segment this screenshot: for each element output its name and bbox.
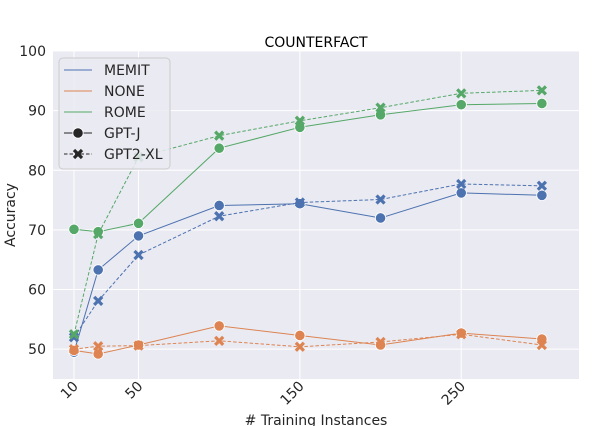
series-line bbox=[73, 183, 542, 338]
gpt2-xl-point bbox=[294, 197, 305, 208]
none-gpt2-xl-series bbox=[68, 329, 548, 355]
legend-label: GPT-J bbox=[104, 126, 141, 142]
gpt-j-point bbox=[213, 320, 225, 332]
x-marker-stroke bbox=[536, 180, 548, 191]
gpt2-xl-point bbox=[375, 194, 386, 205]
x-marker-stroke bbox=[133, 340, 144, 351]
x-marker-stroke bbox=[214, 335, 225, 346]
gpt2-xl-point bbox=[375, 336, 386, 348]
gpt-j-point bbox=[294, 329, 306, 342]
series-layer bbox=[68, 85, 548, 360]
y-tick-label: 70 bbox=[28, 223, 46, 239]
gpt2-xl-point bbox=[456, 329, 467, 340]
gpt-j-point bbox=[132, 217, 145, 229]
gpt2-xl-point bbox=[68, 329, 80, 340]
x-axis-ticks: 10 50 150 250 bbox=[58, 379, 469, 409]
gpt2-xl-point bbox=[133, 340, 144, 351]
legend-box bbox=[58, 57, 171, 170]
x-marker-stroke bbox=[294, 197, 305, 208]
gpt2-xl-point bbox=[93, 228, 104, 240]
legend-label: GPT2-XL bbox=[104, 147, 163, 163]
gpt2-xl-point bbox=[214, 211, 225, 222]
gpt-j-point bbox=[213, 199, 225, 212]
x-marker-stroke bbox=[214, 211, 225, 222]
gpt2-xl-point bbox=[375, 102, 386, 113]
x-tick-label: 10 bbox=[58, 379, 82, 403]
x-marker-stroke bbox=[456, 178, 467, 190]
gpt-j-point bbox=[92, 264, 104, 276]
x-marker-stroke bbox=[536, 339, 548, 351]
gpt-j-point bbox=[92, 348, 104, 360]
gpt2-xl-point bbox=[133, 249, 144, 261]
gpt-j-point bbox=[213, 142, 225, 154]
x-marker-stroke bbox=[294, 341, 305, 352]
memit-gpt2-xl-series bbox=[68, 178, 548, 343]
rome-gpt2-xl-series bbox=[68, 85, 548, 340]
gpt2-xl-point bbox=[68, 332, 80, 343]
gpt2-xl-point bbox=[456, 88, 467, 99]
gpt-j-point bbox=[455, 99, 467, 111]
legend-label: MEMIT bbox=[104, 63, 150, 79]
chart-title: COUNTERFACT bbox=[264, 35, 368, 51]
series-line bbox=[73, 333, 542, 350]
x-axis-label: # Training Instances bbox=[245, 413, 388, 426]
gpt2-xl-point bbox=[214, 335, 225, 346]
gpt-j-point bbox=[92, 226, 104, 238]
series-line bbox=[73, 103, 542, 233]
gpt2-xl-point bbox=[456, 178, 467, 190]
x-marker-stroke bbox=[375, 194, 386, 205]
gpt-j-point bbox=[455, 187, 467, 199]
y-tick-label: 50 bbox=[28, 342, 46, 358]
x-tick-label: 50 bbox=[122, 379, 146, 403]
gpt2-xl-point bbox=[536, 339, 548, 351]
gpt2-xl-point bbox=[68, 344, 80, 355]
legend-marker bbox=[72, 148, 84, 160]
gpt-j-point bbox=[536, 97, 548, 110]
x-marker-stroke bbox=[456, 88, 467, 99]
y-axis-label: Accuracy bbox=[3, 183, 19, 247]
legend-marker bbox=[72, 127, 84, 139]
legend-label: ROME bbox=[104, 105, 146, 121]
legend: MEMIT NONE ROME GPT-J GPT2-XL bbox=[58, 57, 171, 170]
x-marker-stroke bbox=[456, 329, 467, 340]
x-tick-label: 150 bbox=[277, 379, 307, 409]
x-marker-stroke bbox=[133, 249, 144, 261]
series-line bbox=[73, 192, 542, 353]
x-marker-stroke bbox=[214, 130, 225, 141]
gpt2-xl-point bbox=[93, 295, 104, 307]
x-marker-stroke bbox=[68, 332, 80, 343]
memit-gpt-j-series bbox=[68, 187, 548, 358]
gpt2-xl-point bbox=[536, 180, 548, 191]
gpt2-xl-point bbox=[294, 341, 305, 352]
y-tick-label: 60 bbox=[28, 283, 46, 299]
x-marker-stroke bbox=[72, 148, 84, 160]
x-tick-label: 250 bbox=[439, 379, 469, 409]
gpt-j-point bbox=[68, 223, 80, 235]
gpt2-xl-point bbox=[536, 85, 548, 96]
gpt-j-point bbox=[132, 230, 145, 242]
x-marker-stroke bbox=[93, 295, 104, 307]
gpt2-xl-point bbox=[93, 341, 104, 352]
x-marker-stroke bbox=[68, 329, 80, 340]
x-marker-stroke bbox=[536, 85, 548, 96]
gpt2-xl-point bbox=[294, 115, 305, 126]
gpt2-xl-point bbox=[214, 130, 225, 141]
x-marker-stroke bbox=[375, 102, 386, 113]
x-marker-stroke bbox=[93, 341, 104, 352]
gpt-j-point bbox=[374, 212, 387, 224]
x-marker-stroke bbox=[68, 344, 80, 355]
y-tick-label: 100 bbox=[19, 44, 46, 60]
x-marker-stroke bbox=[294, 115, 305, 126]
y-axis-ticks: 50 60 70 80 90 100 bbox=[19, 44, 46, 358]
x-marker-stroke bbox=[93, 228, 104, 240]
legend-label: NONE bbox=[104, 84, 145, 100]
y-tick-label: 90 bbox=[28, 104, 46, 120]
series-line bbox=[73, 89, 542, 335]
x-marker-stroke bbox=[375, 336, 386, 348]
gpt-j-point bbox=[536, 189, 548, 201]
y-tick-label: 80 bbox=[28, 163, 46, 179]
